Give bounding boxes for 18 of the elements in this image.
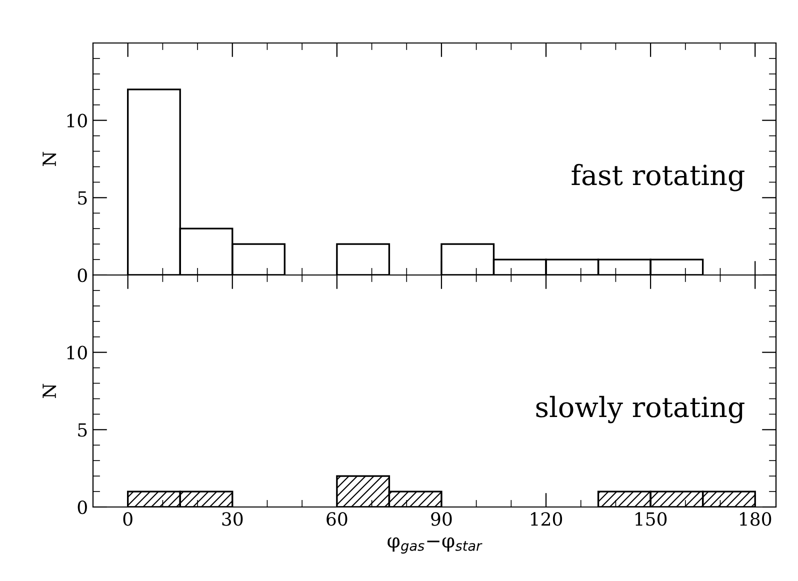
y-tick-label: 0 [78, 500, 87, 514]
y-axis-title: N [42, 384, 56, 398]
x-tick-label: 180 [740, 512, 772, 526]
x-tick-label: 150 [636, 512, 667, 526]
y-tick-label: 5 [78, 191, 87, 205]
y-tick-label: 10 [67, 114, 87, 128]
x-axis-title: φ$_{gas}$−φ$_{star}$ [388, 537, 482, 554]
y-axis-title: N [42, 152, 56, 166]
x-tick-label: 90 [431, 512, 452, 526]
y-tick-label: 5 [78, 423, 87, 437]
y-tick-label: 0 [78, 268, 87, 282]
x-tick-label: 0 [123, 512, 132, 526]
annotation: slowly rotating [536, 396, 744, 424]
x-tick-label: 30 [222, 512, 243, 526]
x-tick-label: 60 [326, 512, 348, 526]
y-tick-label: 10 [67, 346, 87, 360]
annotation: fast rotating [572, 164, 744, 192]
x-tick-label: 120 [530, 512, 562, 526]
